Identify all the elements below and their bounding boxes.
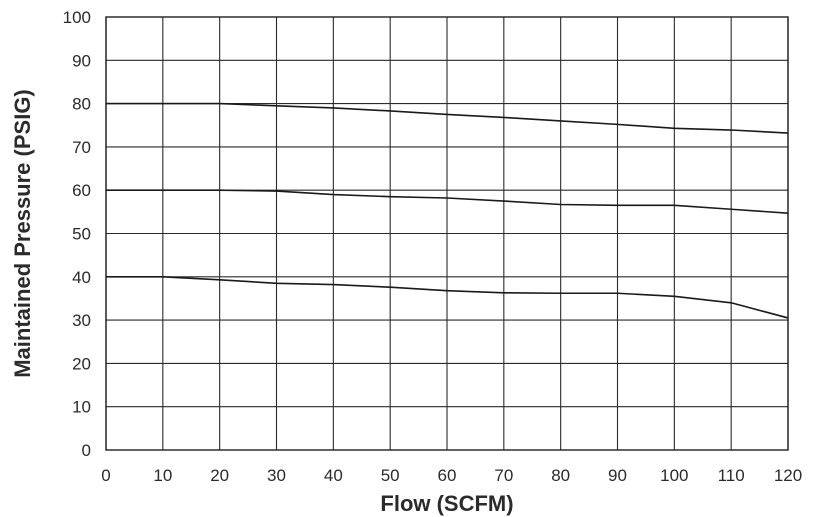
y-tick-label: 10 [72, 398, 91, 417]
y-tick-labels: 0 10 20 30 40 50 60 70 80 90 100 [63, 8, 91, 460]
y-tick-label: 90 [72, 51, 91, 70]
grid [105, 16, 789, 451]
x-tick-label: 110 [718, 466, 745, 485]
y-tick-label: 50 [72, 225, 91, 244]
x-tick-label: 60 [438, 466, 457, 485]
y-axis-title: Maintained Pressure (PSIG) [10, 89, 35, 378]
x-tick-label: 120 [774, 466, 802, 485]
x-tick-label: 70 [494, 466, 513, 485]
series-line-2 [106, 189, 789, 214]
x-tick-label: 30 [267, 466, 286, 485]
x-tick-label: 20 [210, 466, 229, 485]
series-group [106, 102, 789, 319]
x-tick-labels: 0 10 20 30 40 50 60 70 80 90 100 110 120 [101, 466, 802, 485]
y-tick-label: 70 [72, 138, 91, 157]
y-tick-label: 80 [72, 95, 91, 114]
x-tick-label: 80 [551, 466, 570, 485]
x-tick-label: 0 [101, 466, 110, 485]
y-tick-label: 100 [63, 8, 91, 27]
series-line-1 [106, 102, 789, 134]
x-tick-label: 50 [381, 466, 400, 485]
x-tick-label: 40 [324, 466, 343, 485]
x-axis-title: Flow (SCFM) [380, 491, 513, 516]
y-tick-label: 20 [72, 354, 91, 373]
x-tick-label: 100 [660, 466, 688, 485]
y-tick-label: 60 [72, 181, 91, 200]
series-line-3 [106, 275, 789, 319]
x-tick-label: 90 [608, 466, 627, 485]
y-tick-label: 0 [82, 441, 91, 460]
y-tick-label: 40 [72, 268, 91, 287]
plot-frame [105, 16, 789, 451]
y-tick-label: 30 [72, 311, 91, 330]
x-tick-label: 10 [153, 466, 172, 485]
